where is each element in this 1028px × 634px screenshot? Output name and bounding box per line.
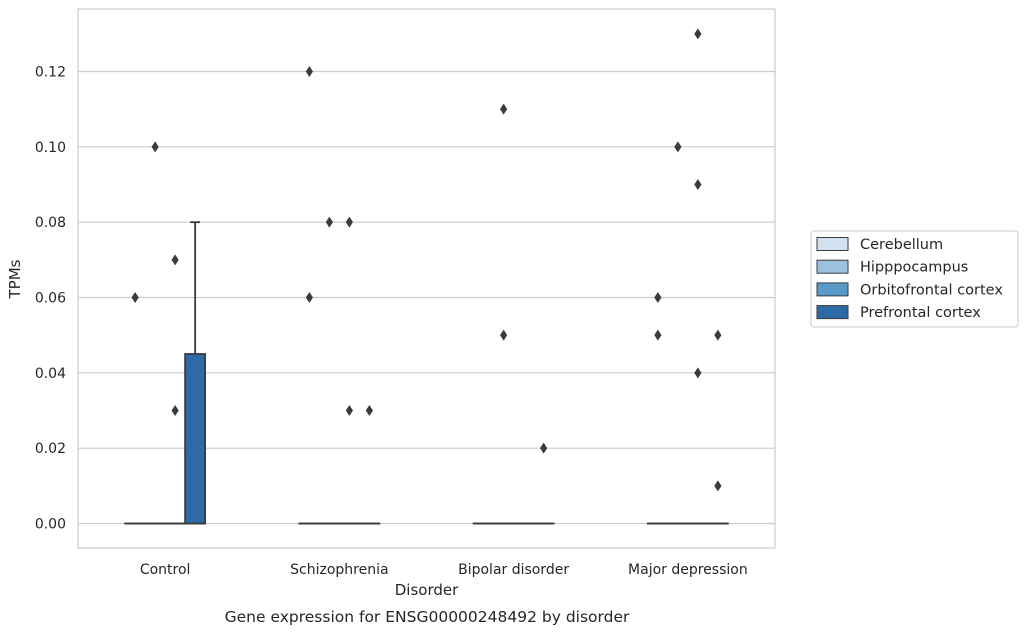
boxes [124,221,729,525]
outlier-point [305,66,313,77]
outlier-point [714,329,722,341]
outlier-point [305,292,313,303]
outlier-point [654,329,662,341]
plot-frame [77,8,776,549]
outlier-point [694,367,702,379]
legend-swatch [816,237,849,251]
legend: Cerebellum Hipppocampus Orbitofrontal cort… [810,230,1019,328]
legend-label: Orbitofrontal cortex [860,282,1003,298]
x-tick-label: Major depression [628,562,748,578]
y-tick-label: 0.04 [35,366,66,382]
outlier-point [500,103,508,115]
outlier-point [151,141,159,153]
y-tick-label: 0.10 [35,140,66,156]
outlier-point [674,141,682,153]
x-axis-ticks: Control Schizophrenia Bipolar disorder Majo… [140,562,748,578]
outlier-point [694,28,702,40]
legend-swatch [816,305,849,320]
y-tick-label: 0.06 [35,291,66,307]
outlier-point [345,216,353,228]
outlier-point [345,405,353,416]
outlier-point [171,254,179,266]
outlier-point [325,216,333,228]
y-tick-label: 0.08 [35,215,66,231]
x-tick-label: Bipolar disorder [458,562,569,578]
y-tick-label: 0.00 [35,517,66,533]
outlier-point [131,292,139,303]
outlier-point [694,179,702,190]
legend-frame [810,230,1019,328]
chart-caption: Gene expression for ENSG00000248492 by d… [225,608,630,626]
legend-swatch [816,282,849,297]
x-tick-label: Control [140,562,191,578]
y-axis-ticks: 0.00 0.02 0.04 0.06 0.08 0.10 0.12 [35,65,66,533]
outlier-point [540,442,548,454]
outlier-point [714,480,722,492]
box [184,353,207,525]
y-axis-title: TPMs [6,259,24,299]
legend-label: Prefrontal cortex [860,305,981,321]
legend-label: Hipppocampus [860,260,968,276]
outlier-point [365,405,373,416]
outlier-point [500,329,508,341]
legend-swatch [816,259,849,274]
outlier-point [171,405,179,416]
x-tick-label: Schizophrenia [290,562,388,578]
y-tick-label: 0.02 [35,441,66,457]
gridlines [78,70,775,525]
legend-label: Cerebellum [860,237,943,253]
outliers [131,28,722,492]
y-tick-label: 0.12 [35,65,66,81]
x-axis-title: Disorder [395,581,459,599]
outlier-point [654,292,662,303]
